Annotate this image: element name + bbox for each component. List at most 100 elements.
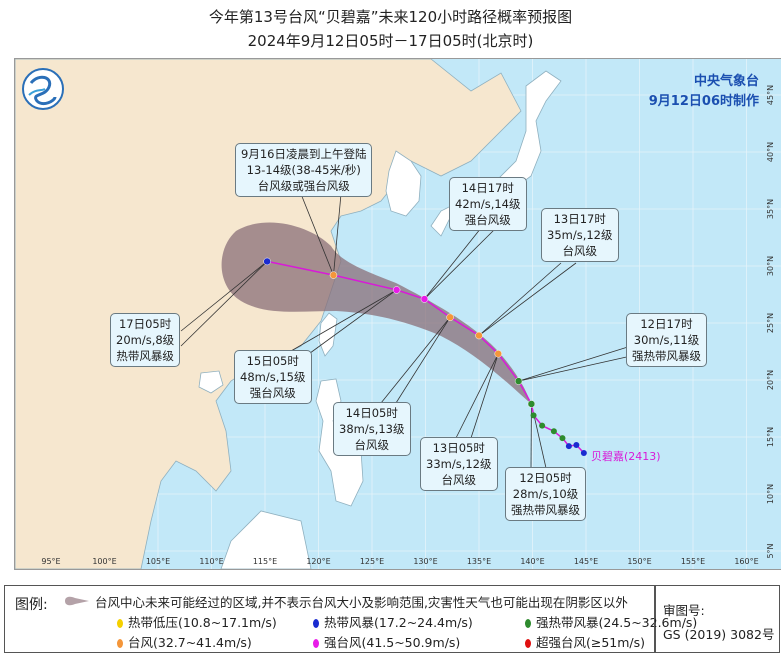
lat-tick-label: 25°N — [766, 313, 775, 333]
label-line: 强台风级 — [249, 386, 296, 400]
lon-tick-label: 125°E — [360, 557, 384, 566]
label-line: 台风级 — [562, 244, 598, 258]
lat-tick-label: 45°N — [766, 85, 775, 105]
leader-line — [300, 193, 334, 276]
legend: 图例: 台风中心未来可能经过的区域,并不表示台风大小及影响范围,灾害性天气也可能… — [4, 585, 697, 653]
label-line: 13日05时 — [432, 441, 485, 455]
lon-tick-label: 110°E — [199, 557, 223, 566]
label-14-17: 14日17时 42m/s,14级 强台风级 — [449, 177, 527, 231]
label-15-05: 15日05时 48m/s,15级 强台风级 — [234, 350, 312, 404]
approval-label: 审图号: — [663, 603, 705, 618]
lat-tick-label: 35°N — [766, 199, 775, 219]
leader-line — [180, 261, 268, 347]
past-track-point — [573, 441, 580, 448]
label-line: 28m/s,10级 — [512, 487, 579, 501]
issue-time: 9月12日06时制作 — [648, 94, 759, 109]
leader-line — [518, 345, 632, 382]
legend-item-ty: 台风(32.7~41.4m/s) — [117, 632, 252, 651]
intensity-dot-icon — [117, 639, 123, 648]
lon-tick-label: 155°E — [681, 557, 705, 566]
intensity-dot-icon — [313, 619, 319, 628]
forecast-track-point — [329, 271, 338, 279]
approval-number: GS (2019) 3082号 — [663, 627, 775, 642]
label-line: 强台风级 — [464, 213, 511, 227]
label-line: 17日05时 — [118, 317, 172, 331]
legend-item-label: 热带风暴(17.2~24.4m/s) — [324, 615, 473, 630]
legend-item-label: 热带低压(10.8~17.1m/s) — [128, 615, 277, 630]
label-line: 强热带风暴级 — [511, 503, 580, 517]
lon-tick-label: 115°E — [253, 557, 277, 566]
lon-tick-label: 100°E — [92, 557, 116, 566]
leader-line — [380, 317, 451, 404]
leader-line — [470, 353, 499, 439]
leader-line — [333, 193, 342, 276]
label-line: 14日05时 — [345, 406, 398, 420]
leader-line — [478, 262, 577, 336]
leader-line — [518, 355, 632, 382]
label-line: 48m/s,15级 — [240, 370, 306, 384]
label-line: 台风级或强台风级 — [257, 179, 350, 193]
lat-tick-label: 20°N — [766, 370, 775, 390]
legend-title: 图例: — [15, 597, 48, 613]
legend-cone-desc: 台风中心未来可能经过的区域,并不表示台风大小及影响范围,灾害性天气也可能出现在阴… — [94, 595, 628, 610]
label-13-17: 13日17时 35m/s,12级 台风级 — [541, 208, 619, 262]
legend-item-label: 强热带风暴(24.5~32.6m/s) — [536, 615, 698, 630]
label-line: 33m/s,12级 — [426, 457, 492, 471]
land-taiwan — [318, 312, 338, 357]
leader-line — [424, 227, 497, 300]
past-track-point — [580, 449, 587, 456]
leader-line — [180, 261, 268, 332]
map-subtitle: 2024年9月12日05时－17日05时(北京时) — [247, 32, 534, 50]
leader-line — [290, 289, 397, 352]
label-line: 30m/s,11级 — [633, 333, 700, 347]
past-track-point — [530, 412, 537, 419]
label-line: 台风级 — [354, 438, 390, 452]
map-title: 今年第13号台风“贝碧嘉”未来120小时路径概率预报图 — [208, 8, 573, 26]
land-borneo — [220, 510, 312, 569]
lat-tick-label: 10°N — [766, 484, 775, 504]
leader-line — [478, 262, 562, 336]
land-hainan — [198, 370, 224, 394]
legend-item-superty: 超强台风(≥51m/s) — [525, 632, 645, 651]
forecast-track-point — [475, 331, 483, 340]
label-line: 35m/s,12级 — [547, 228, 613, 242]
label-line: 15日05时 — [246, 354, 299, 368]
legend-cone: 台风中心未来可能经过的区域,并不表示台风大小及影响范围,灾害性天气也可能出现在阴… — [63, 592, 628, 611]
label-landfall-16: 9月16日凌晨到上午登陆 13-14级(38-45米/秒) 台风级或强台风级 — [235, 143, 373, 197]
label-line: 台风级 — [441, 473, 477, 487]
lon-tick-label: 160°E — [734, 557, 758, 566]
approval-box: 审图号: GS (2019) 3082号 — [654, 585, 780, 653]
legend-item-td: 热带低压(10.8~17.1m/s) — [117, 612, 277, 631]
past-track-point — [559, 435, 566, 442]
leader-line — [455, 353, 499, 439]
legend-item-ts: 热带风暴(17.2~24.4m/s) — [313, 612, 473, 631]
label-line: 42m/s,14级 — [455, 197, 521, 211]
intensity-dot-icon — [117, 619, 123, 628]
legend-item-label: 台风(32.7~41.4m/s) — [128, 635, 252, 650]
forecast-track-point — [420, 295, 429, 303]
intensity-dot-icon — [525, 639, 531, 648]
forecast-track-point — [263, 257, 271, 266]
legend-item-sty: 强台风(41.5~50.9m/s) — [313, 632, 460, 651]
lon-tick-label: 140°E — [520, 557, 544, 566]
lon-tick-label: 145°E — [574, 557, 598, 566]
past-track-point — [539, 422, 546, 429]
forecast-track-point — [392, 286, 401, 294]
land-korea — [385, 150, 422, 217]
forecast-track-point — [527, 400, 536, 408]
label-line: 9月16日凌晨到上午登陆 — [241, 147, 367, 161]
label-line: 强热带风暴级 — [632, 349, 701, 363]
forecast-track-point — [514, 377, 523, 385]
label-leader-lines — [180, 193, 632, 469]
cone-swatch-icon — [65, 596, 89, 606]
lon-tick-label: 130°E — [413, 557, 437, 566]
label-17-05: 17日05时 20m/s,8级 热带风暴级 — [110, 313, 181, 367]
storm-name-label: 贝碧嘉(2413) — [591, 449, 661, 463]
legend-item-sts: 强热带风暴(24.5~32.6m/s) — [525, 612, 697, 631]
land-mainland-asia — [15, 59, 522, 569]
intensity-dot-icon — [313, 639, 319, 648]
label-line: 热带风暴级 — [116, 349, 174, 363]
label-12-17: 12日17时 30m/s,11级 强热带风暴级 — [626, 313, 707, 367]
legend-item-label: 强台风(41.5~50.9m/s) — [324, 635, 461, 650]
legend-item-label: 超强台风(≥51m/s) — [536, 635, 646, 650]
